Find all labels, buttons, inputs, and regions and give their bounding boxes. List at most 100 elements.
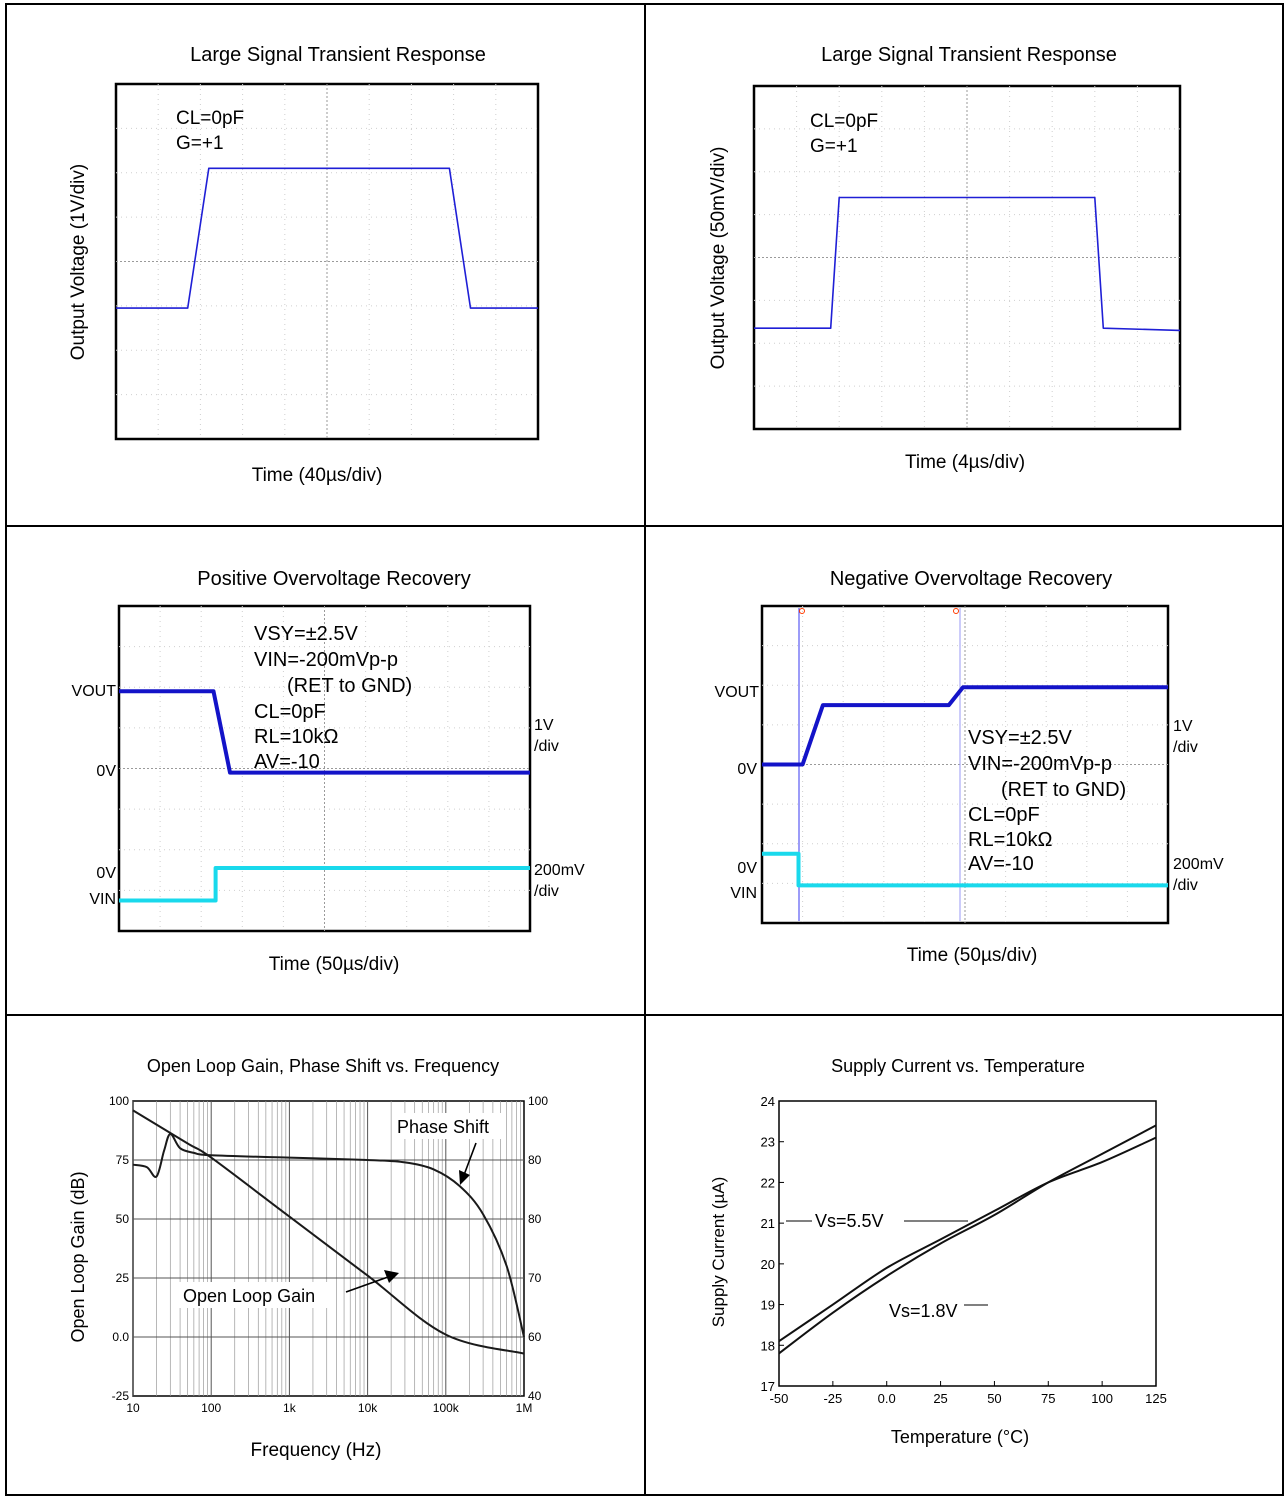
y-tick-label: 20 bbox=[761, 1257, 775, 1272]
chart-large-signal-1v: Large Signal Transient Response CL=0pF G… bbox=[68, 44, 540, 486]
x-tick-label: 10 bbox=[126, 1401, 140, 1415]
x-axis-label: Time (4µs/div) bbox=[905, 452, 1025, 473]
y2-tick-label: 40 bbox=[528, 1389, 542, 1403]
annotation-gain: G=+1 bbox=[810, 136, 858, 157]
x-tick-label: -25 bbox=[823, 1391, 842, 1406]
y-axis-label: Output Voltage (50mV/div) bbox=[708, 147, 729, 370]
right-label-scale: 200mV bbox=[534, 862, 585, 879]
arrow-phase-shift bbox=[459, 1142, 477, 1185]
x-tick-label: 10k bbox=[358, 1401, 378, 1415]
series-line-0 bbox=[754, 196, 1181, 332]
y-tick-label: 22 bbox=[761, 1175, 775, 1190]
label-backdrop bbox=[886, 1297, 964, 1321]
y-tick-label: 25 bbox=[116, 1271, 130, 1285]
y2-tick-label: 70 bbox=[528, 1271, 542, 1285]
chart-negative-overvoltage: Negative Overvoltage Recovery VSY=±2.5V … bbox=[715, 568, 1224, 966]
annotation-cl: CL=0pF bbox=[968, 804, 1040, 826]
plot-frame bbox=[778, 1100, 1157, 1387]
trace-layer bbox=[116, 167, 538, 309]
label-vs-1-8v: Vs=1.8V bbox=[889, 1301, 958, 1321]
y-tick-label: 21 bbox=[761, 1216, 775, 1231]
plot-grid bbox=[754, 86, 1180, 429]
y-tick-label: 18 bbox=[761, 1338, 775, 1353]
y-tick-label: 19 bbox=[761, 1298, 775, 1313]
series-line-1 bbox=[119, 866, 530, 903]
tick-labels: -50 -25 0.0 25 50 75 100 125 17 18 19 20 21 22 23 24 bbox=[761, 1094, 1167, 1406]
y-tick-label: 24 bbox=[761, 1094, 775, 1109]
y2-tick-label: 100 bbox=[528, 1094, 548, 1108]
annotation-vsy: VSY=±2.5V bbox=[254, 623, 358, 645]
y-axis-label: Open Loop Gain (dB) bbox=[68, 1171, 88, 1342]
annotation-vsy: VSY=±2.5V bbox=[968, 727, 1072, 749]
x-tick-label: 100 bbox=[201, 1401, 221, 1415]
trace-layer bbox=[119, 689, 530, 903]
plot-grid bbox=[762, 606, 1168, 923]
y2-tick-label: 60 bbox=[528, 1330, 542, 1344]
chart-title: Negative Overvoltage Recovery bbox=[830, 568, 1112, 590]
y2-tick-label: 80 bbox=[528, 1153, 542, 1167]
chart-title: Large Signal Transient Response bbox=[190, 44, 486, 66]
left-label-0v: 0V bbox=[96, 865, 116, 882]
chart-supply-current: Supply Current vs. Temperature -50 -25 0.0… bbox=[709, 1056, 1167, 1447]
trace-layer bbox=[132, 1109, 525, 1355]
series-line-0 bbox=[778, 1136, 1157, 1343]
x-tick-label: 25 bbox=[933, 1391, 947, 1406]
x-tick-label: 100 bbox=[1091, 1391, 1113, 1406]
annotation-ret: (RET to GND) bbox=[287, 675, 412, 697]
cursor-marker bbox=[953, 608, 959, 614]
right-label-div: /div bbox=[534, 738, 559, 755]
annotation-vin: VIN=-200mVp-p bbox=[254, 649, 398, 671]
arrow-open-loop-gain bbox=[345, 1270, 399, 1293]
y-tick-label: 0.0 bbox=[112, 1330, 129, 1344]
trace-layer bbox=[778, 1124, 1157, 1355]
label-phase-shift: Phase Shift bbox=[397, 1117, 489, 1137]
chart-title: Open Loop Gain, Phase Shift vs. Frequenc… bbox=[147, 1056, 499, 1076]
y-axis-label: Supply Current (µA) bbox=[709, 1177, 728, 1328]
cursor-marker bbox=[799, 608, 805, 614]
chart-title: Positive Overvoltage Recovery bbox=[197, 568, 470, 590]
label-backdrop bbox=[179, 1282, 335, 1308]
x-tick-label: 1M bbox=[516, 1401, 533, 1415]
left-label-0v: 0V bbox=[96, 763, 116, 780]
annotation-cl: CL=0pF bbox=[176, 108, 244, 129]
right-label-scale: 1V bbox=[534, 717, 554, 734]
annotation-ret: (RET to GND) bbox=[1001, 779, 1126, 801]
left-label-vin: VIN bbox=[730, 885, 757, 902]
series-line-0 bbox=[116, 167, 538, 309]
table-grid bbox=[5, 3, 1284, 1496]
right-label-div: /div bbox=[534, 883, 559, 900]
annotation-cl: CL=0pF bbox=[254, 701, 326, 723]
y-tick-label: 17 bbox=[761, 1379, 775, 1394]
y-tick-label: 50 bbox=[116, 1212, 130, 1226]
x-axis-label: Time (50µs/div) bbox=[269, 954, 400, 975]
chart-open-loop-gain: Open Loop Gain, Phase Shift vs. Frequenc… bbox=[68, 1056, 548, 1461]
left-label-vout: VOUT bbox=[72, 683, 117, 700]
trace-layer bbox=[754, 196, 1181, 332]
chart-title: Supply Current vs. Temperature bbox=[831, 1056, 1085, 1076]
left-label-0v: 0V bbox=[737, 860, 757, 877]
series-line-0 bbox=[762, 685, 1168, 767]
tick-labels: 10 100 1k 10k 100k 1M -25 0.0 25 50 75 100 40 60 70 80 8… bbox=[109, 1094, 548, 1415]
series-line-1 bbox=[778, 1124, 1157, 1355]
label-open-loop-gain: Open Loop Gain bbox=[183, 1286, 315, 1306]
x-tick-label: 75 bbox=[1041, 1391, 1055, 1406]
plot-grid bbox=[132, 1101, 524, 1396]
annotation-gain: G=+1 bbox=[176, 133, 224, 154]
right-label-scale: 1V bbox=[1173, 718, 1193, 735]
x-tick-label: 125 bbox=[1145, 1391, 1167, 1406]
x-axis-label: Time (40µs/div) bbox=[252, 465, 383, 486]
series-line-1 bbox=[762, 851, 1168, 888]
x-axis-label: Frequency (Hz) bbox=[251, 1440, 382, 1461]
y-tick-label: 23 bbox=[761, 1135, 775, 1150]
y-tick-label: 75 bbox=[116, 1153, 130, 1167]
right-label-div: /div bbox=[1173, 877, 1198, 894]
chart-large-signal-50mv: Large Signal Transient Response CL=0pF G… bbox=[708, 44, 1182, 473]
x-tick-label: 100k bbox=[433, 1401, 460, 1415]
y-tick-label: -25 bbox=[112, 1389, 130, 1403]
y-axis-label: Output Voltage (1V/div) bbox=[68, 164, 89, 360]
trace-layer bbox=[762, 685, 1168, 888]
series-line-0 bbox=[132, 1109, 525, 1355]
x-tick-label: 1k bbox=[283, 1401, 297, 1415]
x-axis-label: Time (50µs/div) bbox=[907, 945, 1038, 966]
